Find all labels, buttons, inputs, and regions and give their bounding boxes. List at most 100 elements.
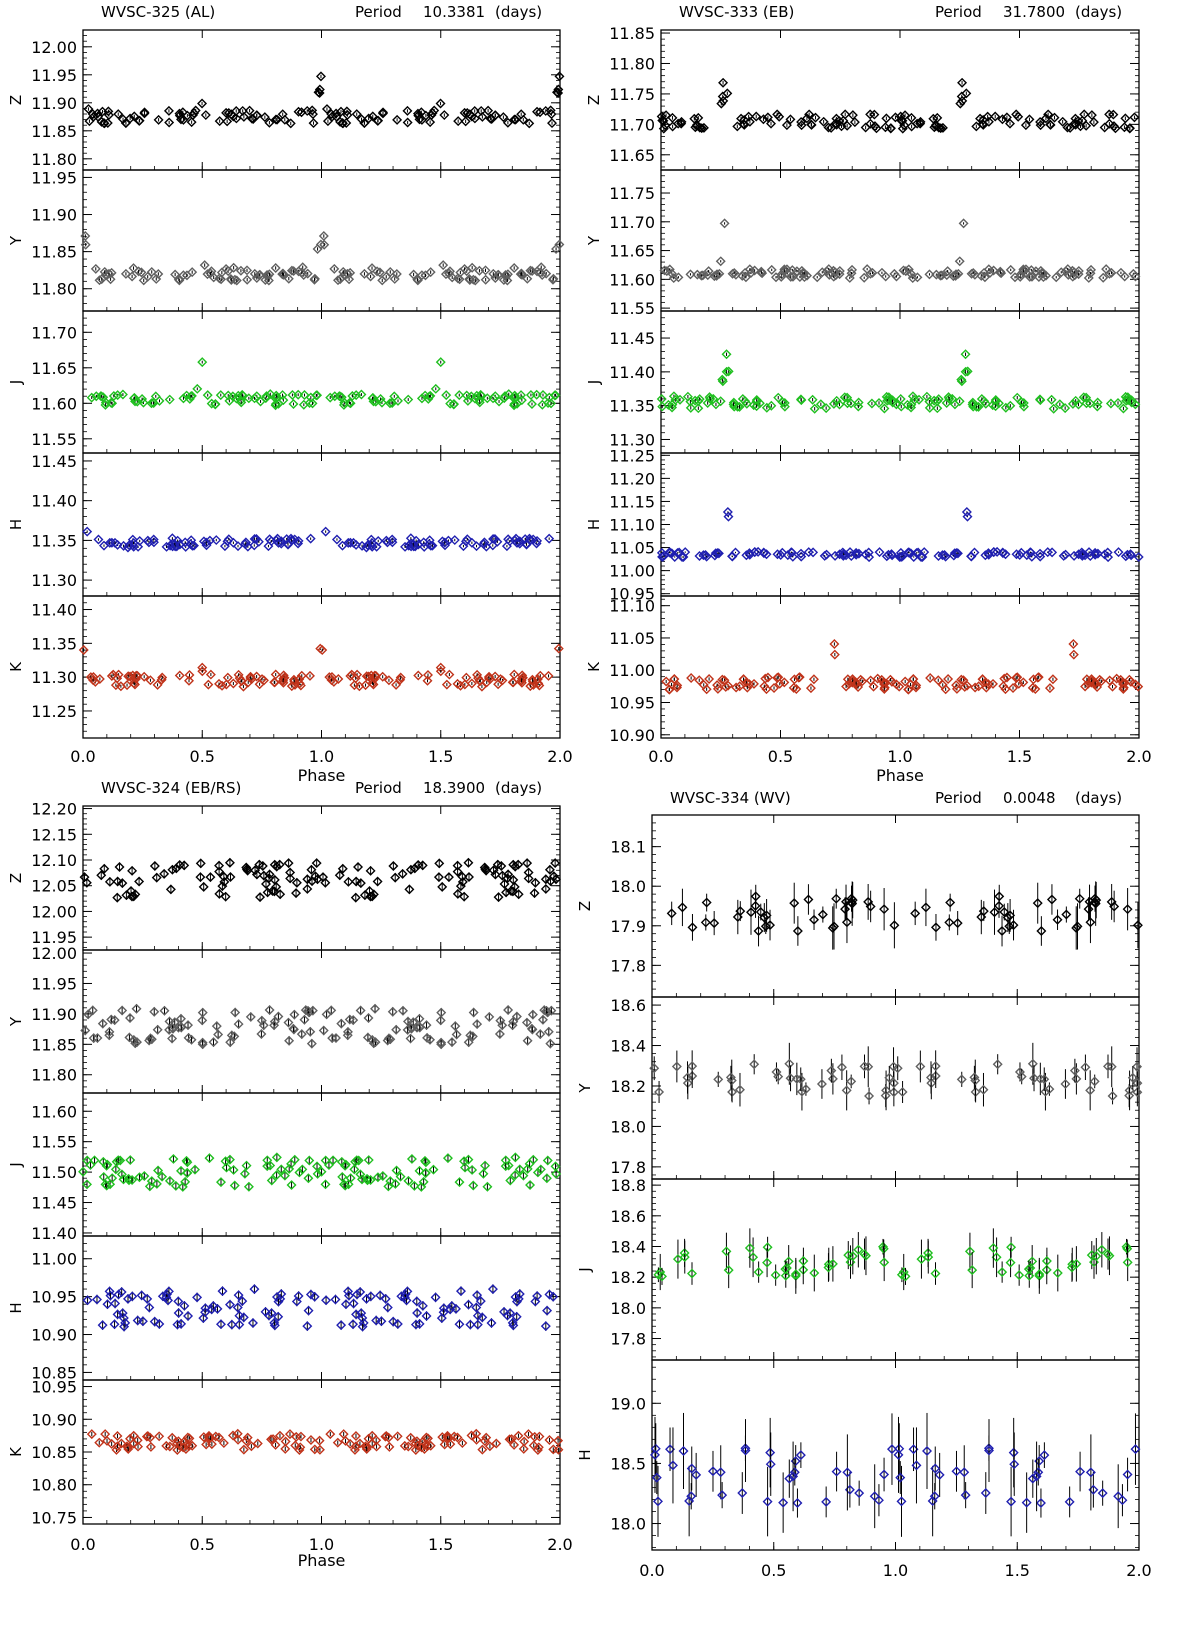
data-point [225,1037,236,1048]
data-point [347,391,358,402]
data-point [1043,109,1054,120]
data-point [304,398,315,409]
data-point [221,264,232,274]
data-point [258,1020,269,1031]
data-point [298,399,309,410]
data-point [435,98,446,109]
data-point [973,401,984,412]
data-point [509,114,520,125]
data-point [479,537,490,548]
period-value: 31.7800 [1003,3,1065,21]
data-point [971,401,982,412]
y-tick-label: 12.15 [31,825,77,844]
data-point [315,239,326,250]
data-point [1054,399,1065,410]
data-point [1000,402,1011,413]
data-point [148,534,159,545]
data-point [686,673,697,684]
data-point [1115,267,1126,278]
data-point [983,264,994,275]
data-point [105,274,116,285]
data-point [472,669,483,680]
data-point [350,892,361,903]
data-point [463,1037,474,1048]
data-point [170,269,181,280]
y-tick-label: 11.45 [609,329,655,348]
y-tick-label: 11.95 [31,168,77,187]
data-points [83,71,565,129]
data-point [117,1005,128,1016]
data-point [1060,403,1071,414]
data-point [823,264,834,275]
data-point [509,400,520,411]
data-point [436,1007,447,1018]
data-point [685,269,696,280]
data-point [781,120,792,131]
data-point [96,870,107,881]
data-point [391,1024,402,1035]
data-point [543,398,554,409]
data-point [493,679,504,690]
data-point [388,861,399,872]
data-point [459,264,470,274]
data-point [509,262,520,273]
data-point [110,537,120,548]
data-point [249,533,260,544]
y-tick-label: 12.20 [31,800,77,819]
data-point [367,678,378,689]
data-point [1086,264,1097,275]
y-tick-label: 11.25 [31,702,77,721]
data-point [980,550,991,561]
data-point [657,401,668,412]
data-point [1046,394,1057,405]
data-point [769,683,780,694]
data-point [131,1003,142,1014]
data-point [297,262,308,273]
data-point [87,1005,98,1016]
data-point [789,674,800,685]
data-point [106,1014,117,1025]
data-point [271,1152,282,1163]
data-point [956,674,967,685]
data-point [251,110,262,121]
data-point [224,1154,235,1165]
data-point [224,857,235,868]
data-point [791,266,802,277]
data-point [717,674,728,685]
data-point [164,1024,175,1035]
x-tick-label: 1.0 [887,747,912,766]
data-point [544,533,555,544]
period-unit: (days) [495,3,542,21]
data-point [508,1016,519,1027]
data-point [167,864,178,875]
data-point [481,865,492,876]
data-point [104,1026,115,1037]
data-point [1099,122,1110,133]
data-point [186,117,197,128]
data-point [924,402,935,413]
data-point [749,547,760,558]
data-point [1040,113,1051,124]
data-point [744,264,755,275]
data-point [1032,672,1043,683]
data-point [116,1169,127,1180]
data-point [362,1032,373,1043]
data-point [128,537,139,548]
data-point [906,402,917,413]
data-point [251,671,262,682]
data-point [139,108,150,119]
data-point [114,861,125,872]
band-J: 11.40 11.45 11.50 11.55 11.60 J [7,1092,562,1243]
y-tick-label: 11.55 [609,299,655,318]
data-point [1088,117,1099,128]
data-points [80,1003,557,1050]
data-point [1110,123,1121,134]
data-point [1056,267,1067,278]
data-point [375,393,386,404]
data-point [223,534,234,545]
data-point [1001,672,1012,683]
data-point [349,680,360,691]
data-point [1104,118,1115,129]
data-point [484,1011,495,1022]
data-point [202,390,213,401]
